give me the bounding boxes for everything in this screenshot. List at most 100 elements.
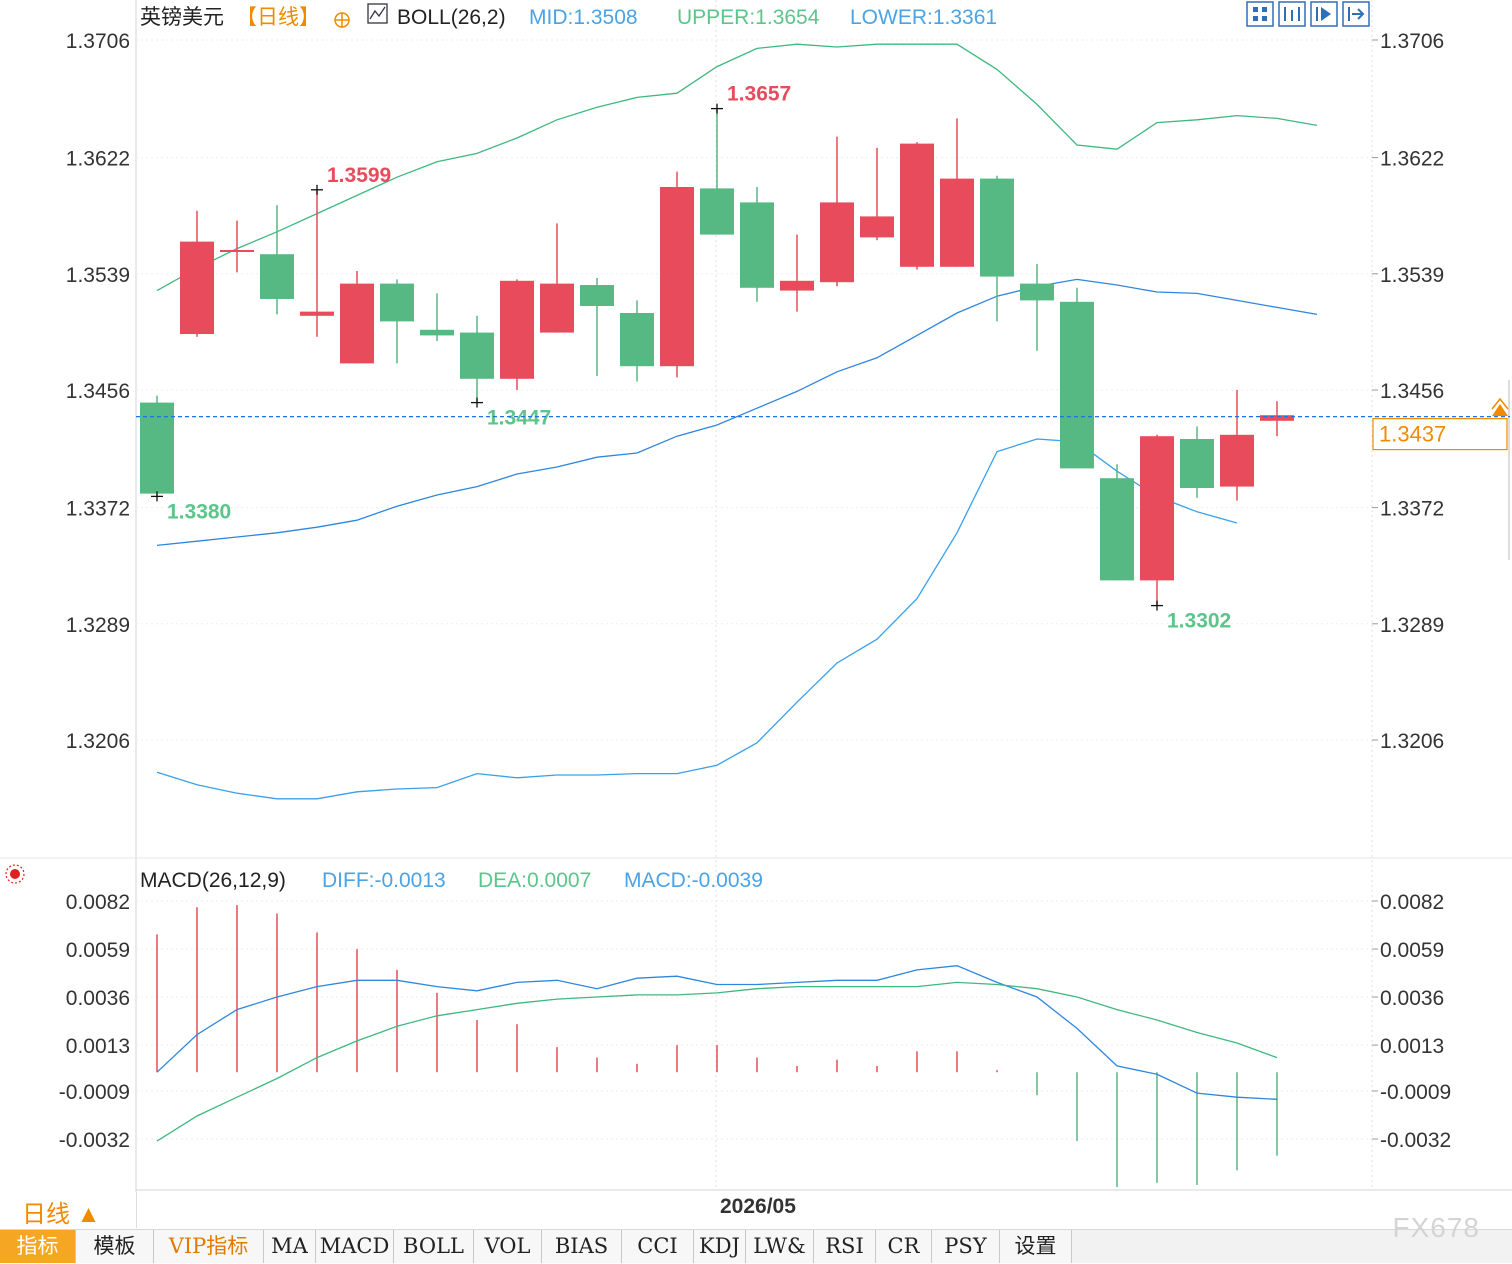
extreme-value-label: 1.3302 [1167, 610, 1231, 633]
candle-body [180, 241, 214, 334]
tab-vip-indicators[interactable]: VIP指标 [154, 1230, 264, 1263]
boll-mid-value: MID:1.3508 [529, 6, 638, 29]
timeframe-selector[interactable]: 日线 ▲ [0, 1192, 137, 1228]
date-axis-label: 2026/05 [720, 1195, 796, 1218]
tab-templates[interactable]: 模板 [76, 1230, 154, 1263]
candle-body [940, 178, 974, 267]
price-tick-label: 1.3706 [66, 30, 130, 53]
symbol-title: 英镑美元 [140, 6, 224, 29]
macd-diff-line [156, 965, 1278, 1100]
indicator-chart-icon[interactable] [367, 3, 388, 24]
macd-tick-label: 0.0082 [66, 891, 130, 914]
candle-body [820, 202, 854, 283]
macd-value: MACD:-0.0039 [624, 869, 763, 892]
macd-tick-label: -0.0032 [59, 1129, 130, 1152]
macd-tick-label: -0.0009 [59, 1081, 130, 1104]
price-tick-label: 1.3706 [1380, 30, 1444, 53]
tab-indicators[interactable]: 指标 [0, 1230, 76, 1263]
macd-dea-line [156, 981, 1278, 1142]
play-forward-icon[interactable] [1310, 1, 1338, 27]
macd-tick-label: 0.0059 [66, 939, 130, 962]
tab-cci[interactable]: CCI [622, 1230, 694, 1263]
tab-boll[interactable]: BOLL [394, 1230, 474, 1263]
candle-body [220, 250, 254, 252]
candle-body [900, 143, 934, 267]
tab-ma[interactable]: MA [264, 1230, 316, 1263]
jump-to-end-icon[interactable] [1342, 1, 1370, 27]
extreme-labels: 1.3380 1.3599 1.3447 1.3657 1.3302 [151, 83, 1231, 633]
macd-histogram [156, 905, 1278, 1188]
macd-diff-value: DIFF:-0.0013 [322, 869, 446, 892]
price-tick-label: 1.3622 [1380, 148, 1444, 171]
candle-body [420, 329, 454, 336]
boll-mid-line [156, 278, 1318, 547]
price-up-arrow-icon[interactable] [1492, 404, 1508, 416]
indicator-tab-bar: 指标 模板 VIP指标 MA MACD BOLL VOL BIAS CCI KDJ LW& RSI CR… [0, 1229, 1512, 1263]
indicator-bars-icon[interactable] [1278, 1, 1306, 27]
candle-body [580, 285, 614, 306]
candle-body [1060, 301, 1094, 469]
tab-vol[interactable]: VOL [474, 1230, 542, 1263]
macd-tick-label: 0.0036 [66, 987, 130, 1010]
current-price-tag: 1.3437 [1372, 418, 1508, 451]
macd-tick-label: -0.0032 [1380, 1129, 1451, 1152]
candle-body [1260, 415, 1294, 421]
extreme-value-label: 1.3380 [167, 500, 231, 523]
candle-body [1220, 434, 1254, 487]
macd-axis-left: 0.0082 0.0059 0.0036 0.0013 -0.0009 -0.0032 [59, 891, 130, 1152]
tab-lw[interactable]: LW& [746, 1230, 814, 1263]
tab-psy[interactable]: PSY [932, 1230, 1000, 1263]
candle-body [340, 283, 374, 364]
price-tick-label: 1.3456 [1380, 380, 1444, 403]
candle-body [380, 283, 414, 322]
crosshair-toggle-icon[interactable] [334, 12, 350, 28]
boll-lower-line [156, 438, 1238, 800]
period-label: 【日线】 [236, 6, 320, 29]
tab-settings[interactable]: 设置 [1000, 1230, 1072, 1263]
timeframe-label: 日线 ▲ [22, 1201, 101, 1228]
candle-body [540, 283, 574, 333]
macd-tick-label: 0.0013 [66, 1035, 130, 1058]
price-tick-label: 1.3539 [1380, 264, 1444, 287]
price-tick-label: 1.3289 [1380, 614, 1444, 637]
candle-body [980, 178, 1014, 277]
tab-kdj[interactable]: KDJ [694, 1230, 746, 1263]
candle-body [140, 402, 174, 494]
tab-bias[interactable]: BIAS [542, 1230, 622, 1263]
macd-tick-label: 0.0013 [1380, 1035, 1444, 1058]
price-tick-label: 1.3622 [66, 148, 130, 171]
macd-tick-label: 0.0036 [1380, 987, 1444, 1010]
boll-upper-line [156, 43, 1318, 292]
chart-header: 英镑美元 【日线】 BOLL(26,2) MID:1.3508 UPPER:1.… [140, 3, 997, 29]
fx678-watermark: FX678 [1392, 1212, 1480, 1243]
candle-body [460, 332, 494, 379]
macd-header: MACD(26,12,9) DIFF:-0.0013 DEA:0.0007 MA… [140, 869, 763, 892]
candle-body [1020, 283, 1054, 301]
svg-text:1.3437: 1.3437 [1379, 422, 1446, 447]
price-tick-label: 1.3206 [66, 730, 130, 753]
tab-rsi[interactable]: RSI [814, 1230, 876, 1263]
candlestick-series [140, 108, 1294, 606]
candle-body [1100, 478, 1134, 581]
indicator-name: BOLL(26,2) [397, 6, 506, 29]
candle-body [620, 313, 654, 367]
macd-dea-value: DEA:0.0007 [478, 869, 591, 892]
boll-lower-value: LOWER:1.3361 [850, 6, 997, 29]
extreme-value-label: 1.3599 [327, 164, 391, 187]
candle-body [860, 216, 894, 238]
macd-tick-label: 0.0059 [1380, 939, 1444, 962]
candle-body [1180, 439, 1214, 488]
candle-body [300, 311, 334, 316]
candle-body [500, 280, 534, 379]
tab-cr[interactable]: CR [876, 1230, 932, 1263]
price-tick-label: 1.3539 [66, 264, 130, 287]
candle-body [740, 202, 774, 288]
candle-body [780, 280, 814, 291]
macd-name: MACD(26,12,9) [140, 869, 286, 892]
tab-macd[interactable]: MACD [316, 1230, 394, 1263]
layout-grid-icon[interactable] [1246, 1, 1274, 27]
price-tick-label: 1.3372 [1380, 498, 1444, 521]
macd-settings-icon[interactable] [5, 864, 25, 884]
extreme-value-label: 1.3447 [487, 407, 551, 430]
